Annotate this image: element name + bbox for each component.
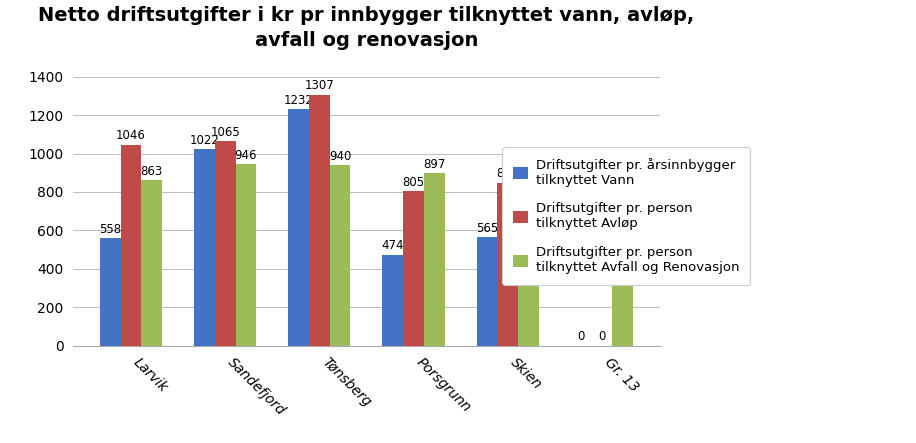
Title: Netto driftsutgifter i kr pr innbygger tilknyttet vann, avløp,
avfall og renovas: Netto driftsutgifter i kr pr innbygger t… xyxy=(38,7,694,51)
Bar xyxy=(382,255,403,346)
Bar xyxy=(235,164,256,346)
Text: 941: 941 xyxy=(518,150,540,163)
Legend: Driftsutgifter pr. årsinnbygger
tilknyttet Vann, Driftsutgifter pr. person
tilkn: Driftsutgifter pr. årsinnbygger tilknytt… xyxy=(502,147,750,285)
Text: 1022: 1022 xyxy=(190,134,220,147)
Text: 940: 940 xyxy=(329,150,351,163)
Bar xyxy=(215,141,235,346)
Bar xyxy=(194,149,215,346)
Text: 1046: 1046 xyxy=(116,129,146,143)
Text: 1232: 1232 xyxy=(284,94,313,107)
Text: 916: 916 xyxy=(611,155,634,167)
Text: 1065: 1065 xyxy=(211,126,240,139)
Bar xyxy=(424,173,444,346)
Text: 805: 805 xyxy=(402,176,424,189)
Bar xyxy=(612,170,633,346)
Bar xyxy=(289,109,309,346)
Bar xyxy=(121,145,141,346)
Text: 0: 0 xyxy=(598,330,605,343)
Text: 474: 474 xyxy=(382,239,404,252)
Text: 1307: 1307 xyxy=(304,79,334,92)
Bar xyxy=(497,183,518,346)
Text: 0: 0 xyxy=(577,330,584,343)
Bar xyxy=(330,165,351,346)
Bar xyxy=(403,191,424,346)
Text: 558: 558 xyxy=(99,223,121,236)
Bar xyxy=(309,95,330,346)
Bar xyxy=(518,165,539,346)
Bar xyxy=(141,180,162,346)
Text: 863: 863 xyxy=(140,164,163,178)
Bar xyxy=(476,237,497,346)
Text: 897: 897 xyxy=(423,158,445,171)
Bar xyxy=(100,238,121,346)
Text: 565: 565 xyxy=(475,222,498,235)
Text: 849: 849 xyxy=(496,167,518,180)
Text: 946: 946 xyxy=(234,149,257,162)
